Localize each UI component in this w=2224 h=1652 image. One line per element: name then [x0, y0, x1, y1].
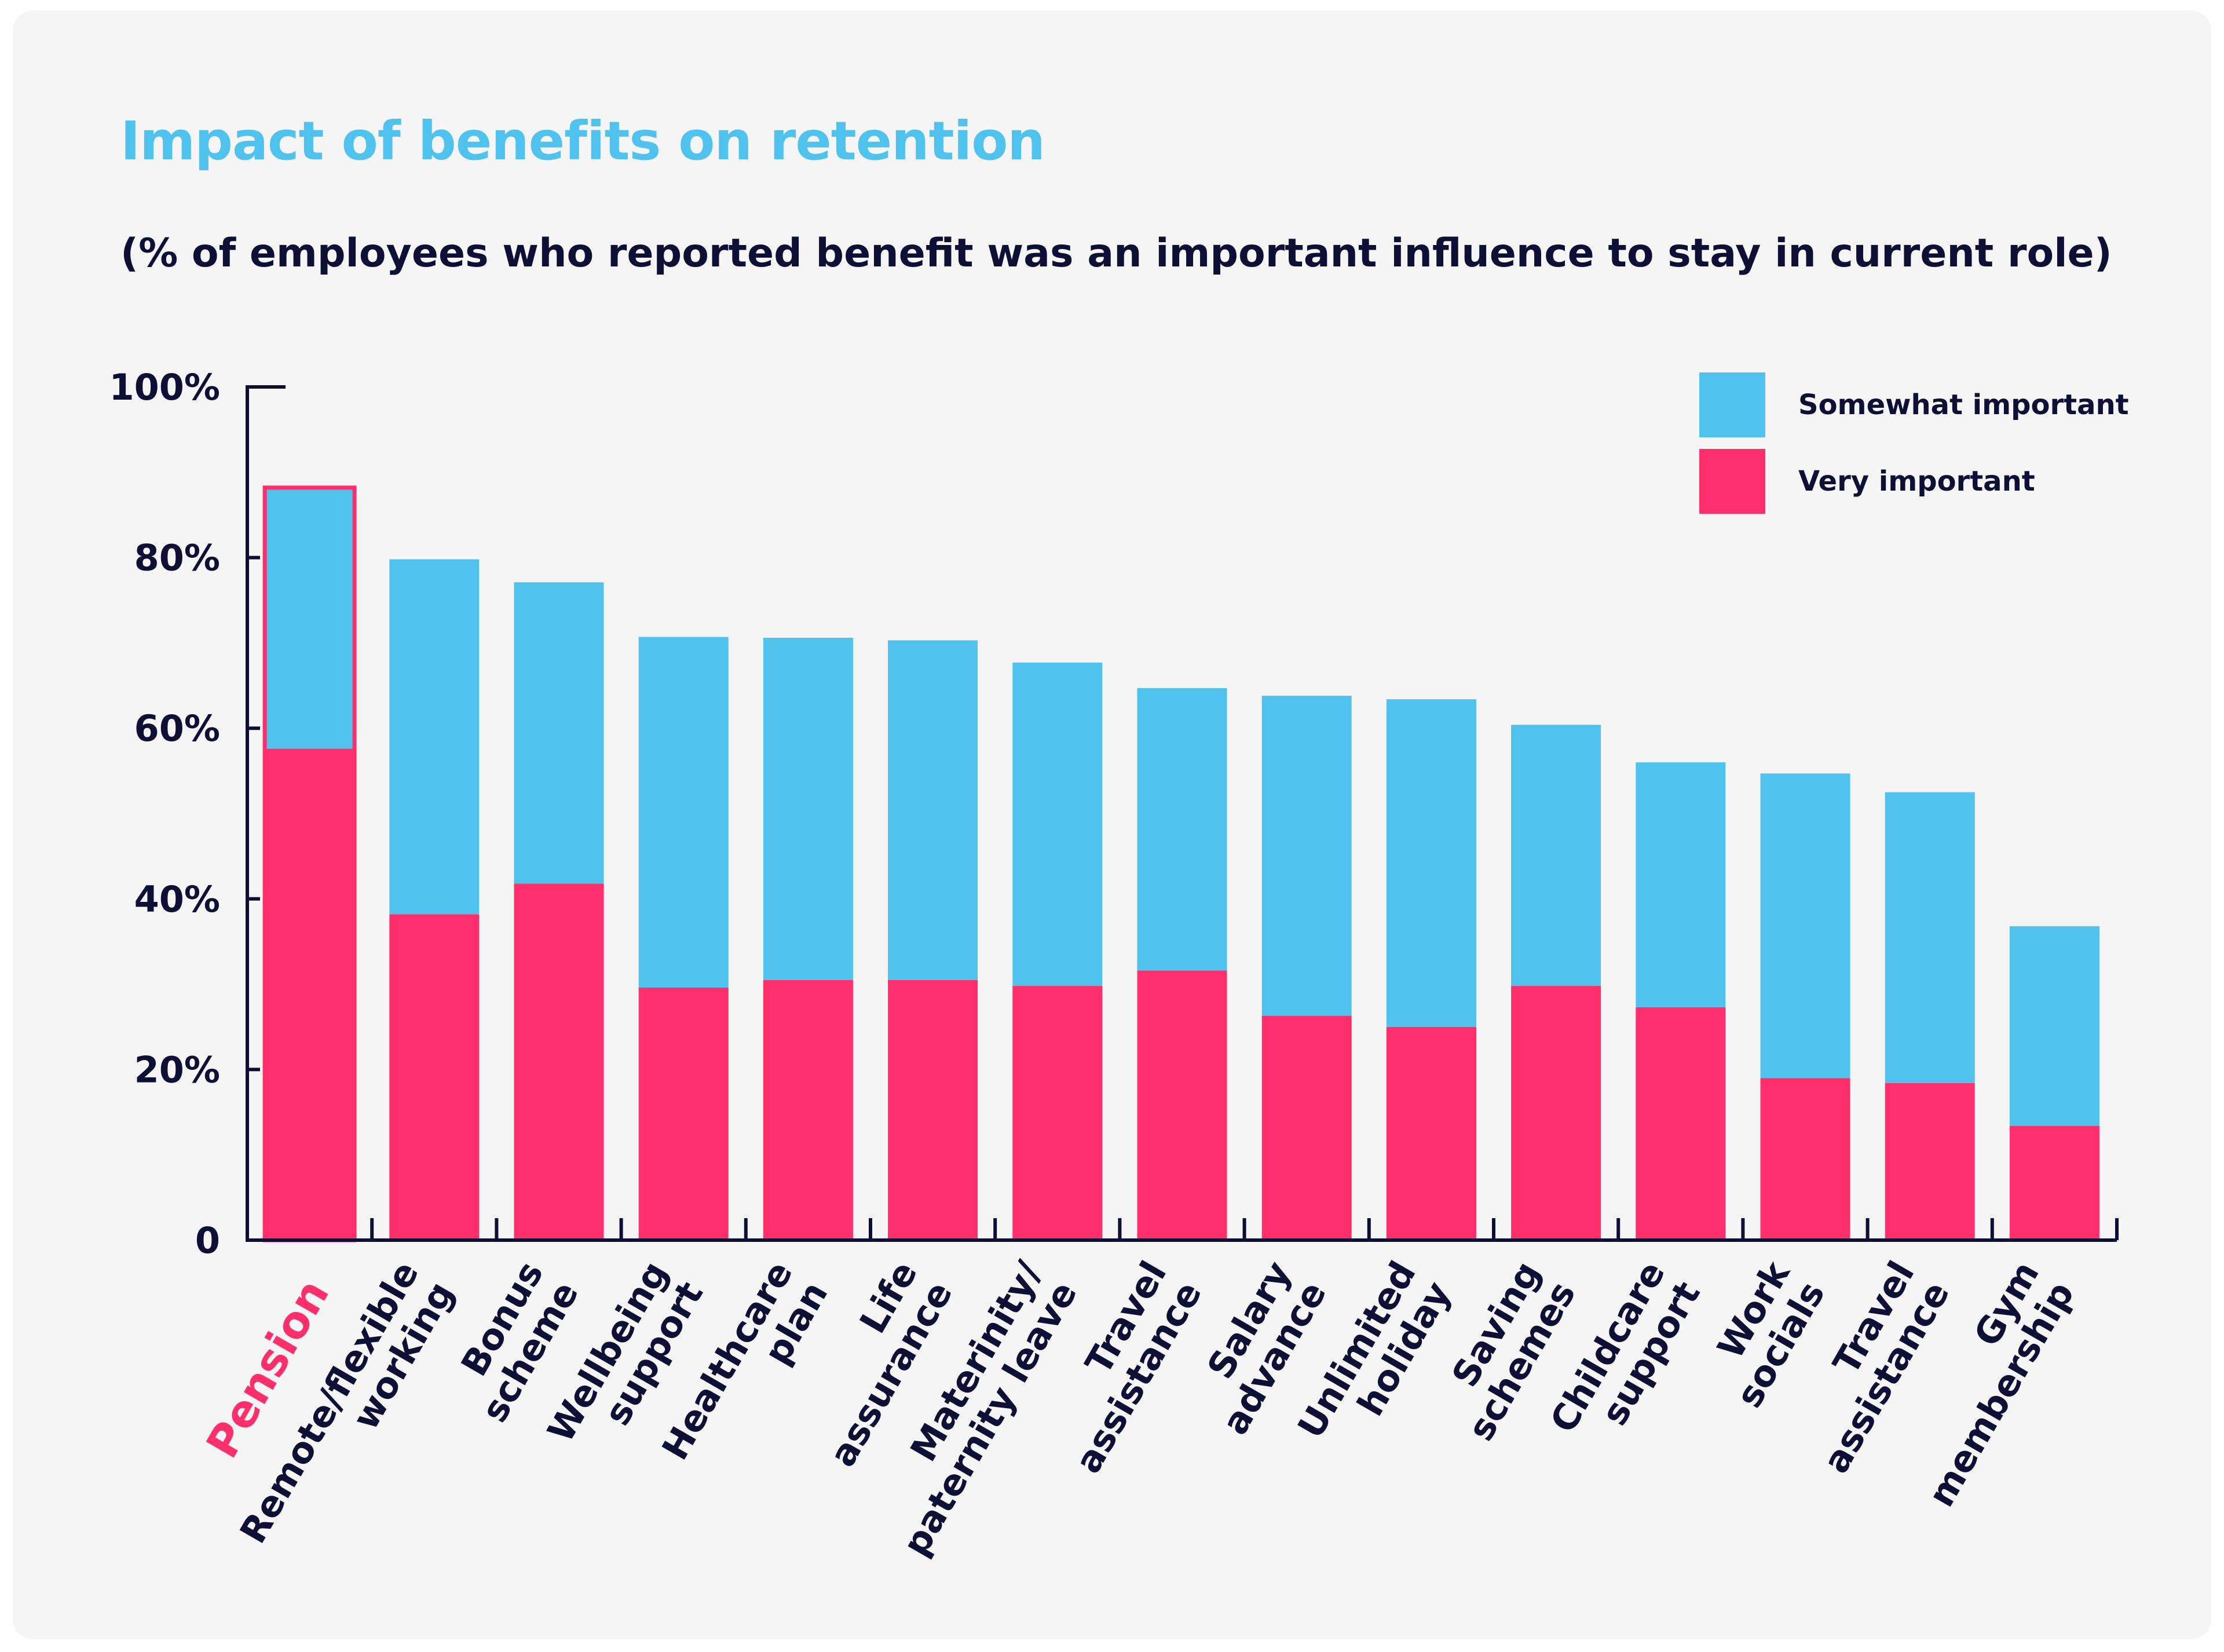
bar-very-important: [1885, 1083, 1975, 1240]
x-category-label: Worksocials: [1692, 1253, 1833, 1415]
bar-very-important: [1760, 1078, 1850, 1240]
bar-very-important: [1137, 970, 1227, 1240]
bar-very-important: [638, 987, 729, 1240]
bar-very-important: [1261, 1015, 1352, 1240]
legend-somewhat-important-swatch: [1699, 372, 1765, 437]
bar-somewhat-important: [389, 559, 480, 915]
bar-very-important: [1386, 1026, 1476, 1240]
bar-very-important: [1636, 1007, 1726, 1240]
bar-somewhat-important: [1636, 762, 1726, 1007]
bar-somewhat-important: [514, 582, 604, 884]
bar-very-important: [2009, 1125, 2099, 1240]
bar-somewhat-important: [1012, 662, 1103, 986]
y-tick-label: 80%: [134, 537, 220, 579]
bar-somewhat-important: [2009, 926, 2099, 1126]
bar-somewhat-important: [1137, 688, 1227, 971]
bar-somewhat-important: [638, 637, 729, 988]
bar-somewhat-important: [1386, 699, 1476, 1027]
legend-somewhat-important-label: Somewhat important: [1798, 389, 2129, 421]
y-tick-label: 100%: [109, 366, 220, 408]
y-tick-label: 60%: [134, 707, 220, 750]
chart-subtitle: (% of employees who reported benefit was…: [120, 231, 2112, 276]
y-tick-label: 40%: [134, 878, 220, 920]
bar-very-important: [265, 748, 355, 1240]
legend-very-important-swatch: [1699, 449, 1765, 514]
chart-title: Impact of benefits on retention: [120, 110, 1045, 172]
bar-very-important: [1511, 986, 1601, 1240]
bar-very-important: [514, 883, 604, 1240]
bar-somewhat-important: [763, 638, 853, 980]
bar-somewhat-important: [265, 487, 355, 749]
x-category-label: Childcaresupport: [1542, 1254, 1709, 1460]
y-tick-label: 20%: [134, 1048, 220, 1091]
bar-somewhat-important: [888, 640, 978, 980]
bar-somewhat-important: [1261, 696, 1352, 1016]
bar-very-important: [1012, 986, 1103, 1240]
legend-very-important-label: Very important: [1798, 465, 2035, 498]
bar-very-important: [389, 914, 480, 1240]
bar-somewhat-important: [1760, 773, 1850, 1079]
bar-very-important: [888, 979, 978, 1240]
bar-somewhat-important: [1885, 792, 1975, 1083]
bar-very-important: [763, 979, 853, 1240]
bar-somewhat-important: [1511, 725, 1601, 986]
y-tick-label: 0: [195, 1219, 220, 1262]
